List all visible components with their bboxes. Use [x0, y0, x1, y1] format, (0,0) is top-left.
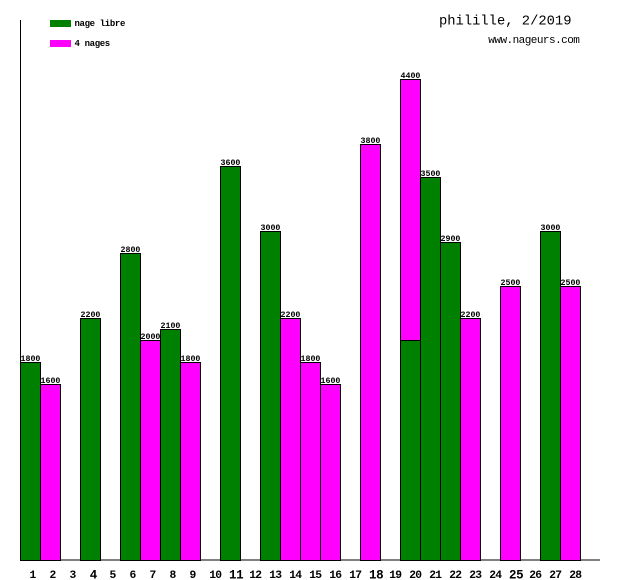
svg-text:16: 16	[329, 570, 342, 580]
svg-text:3000: 3000	[541, 224, 561, 233]
svg-text:4: 4	[90, 569, 98, 580]
svg-text:17: 17	[349, 570, 362, 580]
svg-text:20: 20	[409, 570, 422, 580]
svg-text:26: 26	[529, 570, 542, 580]
svg-text:2800: 2800	[121, 246, 141, 255]
svg-text:1800: 1800	[301, 355, 321, 364]
svg-text:4 nages: 4 nages	[75, 39, 110, 49]
svg-text:3: 3	[70, 570, 77, 580]
svg-text:2200: 2200	[81, 311, 101, 320]
svg-text:2500: 2500	[561, 279, 581, 288]
svg-text:nage libre: nage libre	[75, 19, 126, 29]
svg-text:3500: 3500	[421, 170, 441, 179]
svg-text:philille, 2/2019: philille, 2/2019	[439, 14, 571, 30]
svg-text:15: 15	[309, 570, 322, 580]
svg-text:1: 1	[30, 570, 37, 580]
svg-text:9: 9	[190, 570, 197, 580]
svg-text:2000: 2000	[141, 333, 161, 342]
svg-text:1800: 1800	[181, 355, 201, 364]
svg-text:11: 11	[229, 569, 243, 580]
svg-text:28: 28	[569, 570, 582, 580]
svg-text:7: 7	[150, 570, 157, 580]
svg-text:2100: 2100	[161, 322, 181, 331]
svg-text:1600: 1600	[41, 377, 61, 386]
svg-text:13: 13	[269, 570, 282, 580]
svg-text:2200: 2200	[281, 311, 301, 320]
svg-text:14: 14	[289, 570, 302, 580]
svg-text:19: 19	[389, 570, 402, 580]
svg-text:10: 10	[209, 570, 222, 580]
svg-text:1800: 1800	[21, 355, 41, 364]
svg-text:25: 25	[509, 569, 523, 580]
svg-text:3000: 3000	[261, 224, 281, 233]
svg-text:23: 23	[469, 570, 482, 580]
svg-text:2200: 2200	[461, 311, 481, 320]
svg-text:18: 18	[369, 569, 383, 580]
svg-text:21: 21	[429, 570, 442, 580]
svg-text:12: 12	[249, 570, 262, 580]
svg-text:24: 24	[489, 570, 502, 580]
svg-text:27: 27	[549, 570, 562, 580]
svg-text:1600: 1600	[321, 377, 341, 386]
svg-text:4400: 4400	[401, 72, 421, 81]
svg-text:22: 22	[449, 570, 462, 580]
svg-text:3600: 3600	[221, 159, 241, 168]
svg-text:www.nageurs.com: www.nageurs.com	[488, 35, 580, 47]
svg-text:6: 6	[130, 570, 137, 580]
svg-text:2500: 2500	[501, 279, 521, 288]
svg-text:5: 5	[110, 570, 117, 580]
svg-text:2: 2	[50, 570, 57, 580]
svg-text:2900: 2900	[441, 235, 461, 244]
svg-text:8: 8	[170, 570, 177, 580]
svg-text:3800: 3800	[361, 137, 381, 146]
